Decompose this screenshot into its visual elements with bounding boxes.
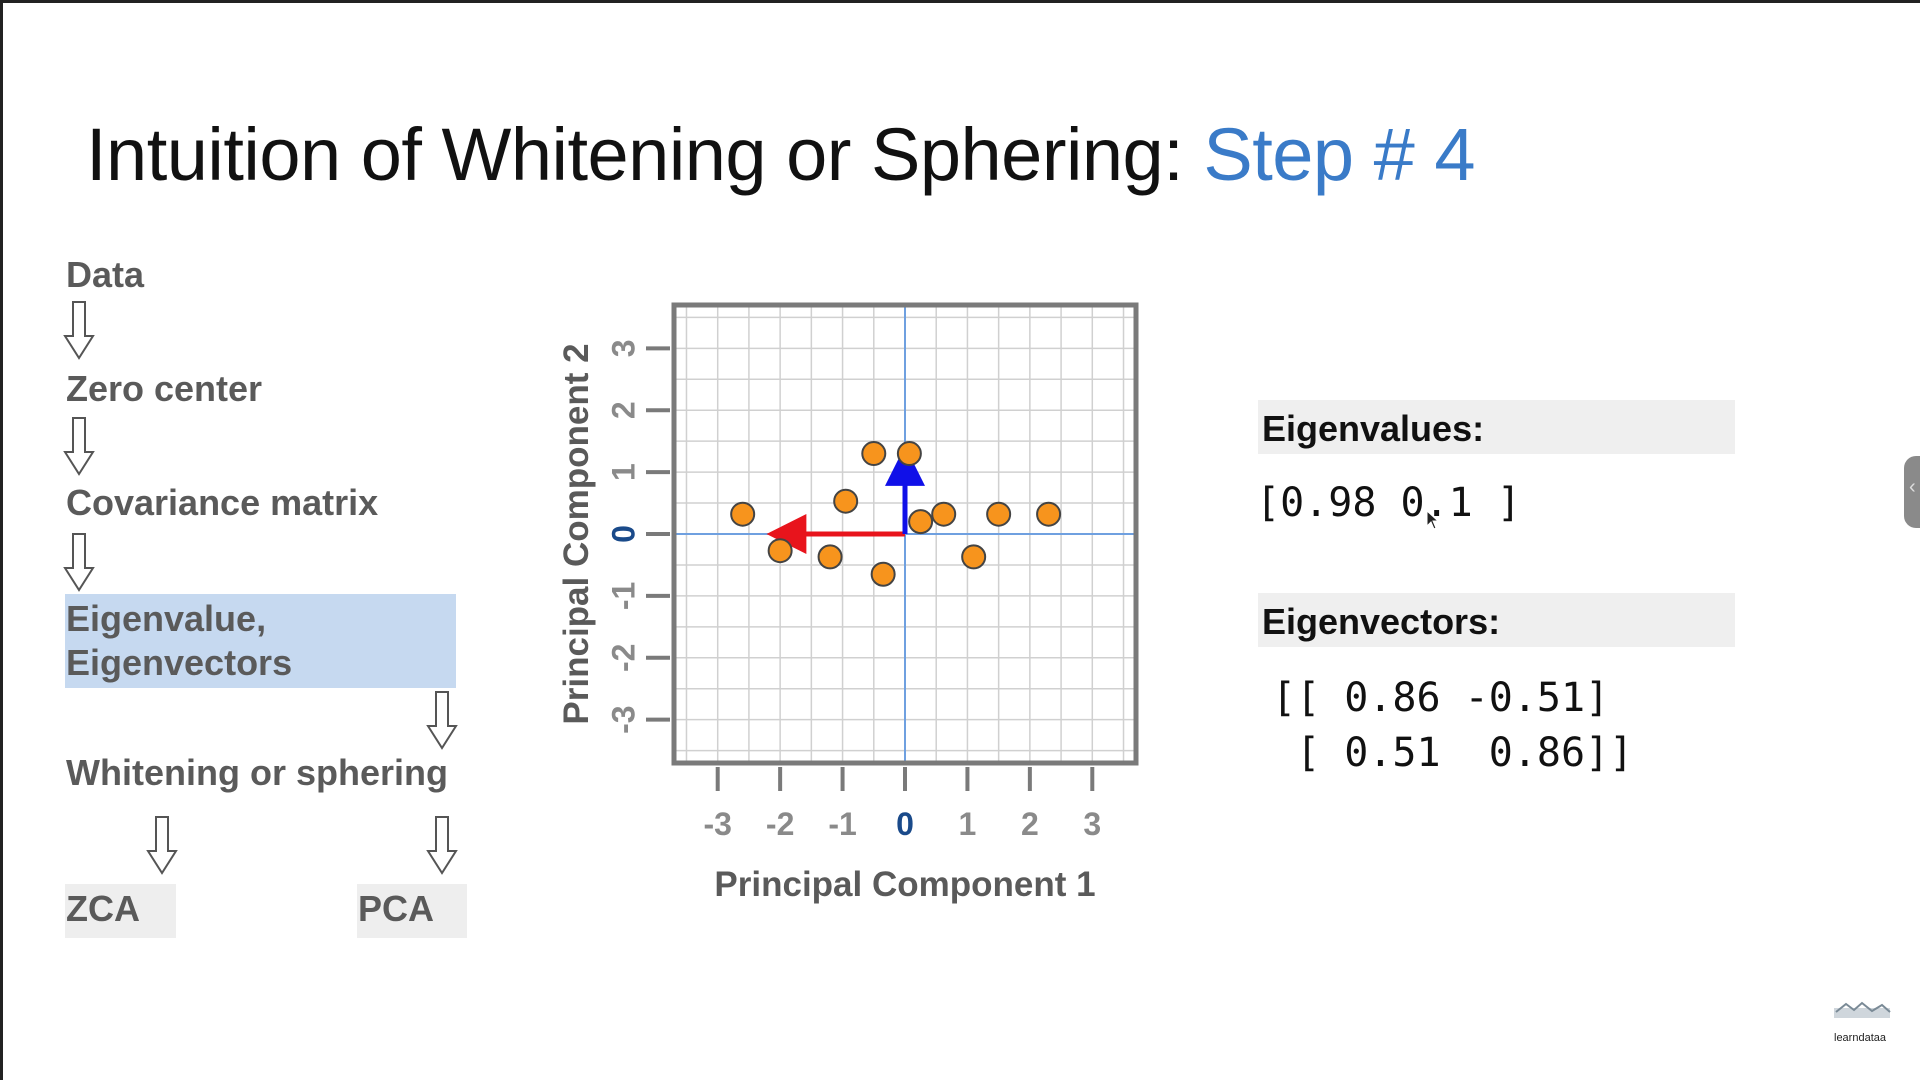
tick-labels: -3 -2 -1 0 1 2 3 -3 -2 -1 0 1 2 3 (605, 339, 1101, 842)
y-tick-label: 3 (605, 339, 641, 357)
slide-border-top (0, 0, 1920, 3)
data-point (767, 538, 793, 564)
data-point (931, 501, 957, 527)
data-point (730, 501, 756, 527)
eigen-step-highlight (65, 594, 456, 688)
y-tick-label: 1 (605, 463, 641, 481)
title-main: Intuition of Whitening or Sphering: (86, 113, 1204, 196)
y-tick-label: -3 (605, 705, 641, 733)
slide-title: Intuition of Whitening or Sphering: Step… (86, 112, 1476, 197)
x-tick-label: 0 (896, 806, 914, 842)
hollow-down-arrow-icon (63, 301, 95, 360)
eigenvalues-header: Eigenvalues: (1258, 400, 1735, 454)
eigenvectors-header: Eigenvectors: (1258, 593, 1735, 647)
x-tick-label: 2 (1021, 806, 1039, 842)
eigenvectors-row-2: [ 0.51 0.86]] (1272, 730, 1634, 776)
hollow-down-arrow-icon (426, 691, 458, 750)
data-point (861, 441, 887, 467)
data-point (896, 441, 922, 467)
hollow-down-arrow-icon (426, 816, 458, 875)
pca-box (357, 884, 467, 938)
data-point (817, 544, 843, 570)
x-tick-label: -3 (703, 806, 731, 842)
plot-frame (671, 302, 1139, 766)
data-point (833, 488, 859, 514)
flow-step-data: Data (66, 254, 145, 295)
x-tick-label: -2 (766, 806, 794, 842)
hollow-down-arrow-icon (63, 533, 95, 592)
flow-step-zca: ZCA (66, 888, 140, 929)
x-tick-label: 3 (1083, 806, 1101, 842)
zca-box (65, 884, 176, 938)
chevron-left-icon: ‹ (1909, 476, 1916, 498)
y-axis-label: Principal Component 2 (557, 343, 596, 724)
data-point (870, 561, 896, 587)
mouse-cursor-icon (1426, 510, 1440, 530)
flow-step-eigenvectors: Eigenvectors (66, 642, 293, 683)
x-axis-label: Principal Component 1 (714, 865, 1095, 904)
slide-border-left (0, 0, 3, 1080)
flow-step-whitening: Whitening or sphering (66, 752, 448, 793)
data-point (961, 544, 987, 570)
eigenvalues-label: Eigenvalues: (1262, 408, 1485, 449)
title-accent: Step # 4 (1203, 113, 1476, 196)
flow-step-zero-center: Zero center (66, 368, 263, 409)
flow-step-covariance: Covariance matrix (66, 482, 379, 523)
learndataa-logo (1834, 1001, 1891, 1018)
eigenvalues-output: [0.98 0.1 ] (1256, 480, 1521, 526)
data-point (908, 509, 934, 535)
y-tick-label: -1 (605, 582, 641, 610)
data-points (730, 441, 1062, 587)
side-panel-tab[interactable]: ‹ (1904, 456, 1920, 528)
flow-step-eigenvalue: Eigenvalue, (66, 598, 267, 639)
flow-step-pca: PCA (358, 888, 435, 929)
data-point (1036, 501, 1062, 527)
data-point (986, 501, 1012, 527)
scatter-plot: -3 -2 -1 0 1 2 3 -3 -2 -1 0 1 2 3 Principal Component… (557, 302, 1139, 904)
eigenvectors-label: Eigenvectors: (1262, 601, 1501, 642)
eigenvector-arrows (766, 445, 925, 554)
y-tick-label: -2 (605, 644, 641, 672)
eigenvectors-row-1: [[ 0.86 -0.51] (1272, 675, 1610, 721)
x-tick-label: 1 (959, 806, 977, 842)
y-tick-label: 0 (605, 525, 641, 543)
x-tick-label: -1 (828, 806, 856, 842)
logo-text: learndataa (1834, 1032, 1886, 1044)
y-tick-label: 2 (605, 401, 641, 419)
hollow-down-arrow-icon (146, 816, 178, 875)
hollow-down-arrow-icon (63, 417, 95, 476)
